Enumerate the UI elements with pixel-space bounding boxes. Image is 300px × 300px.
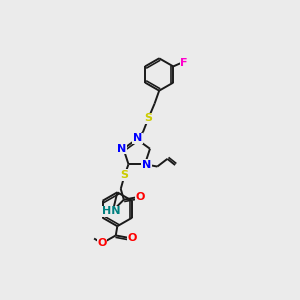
Text: N: N — [142, 160, 151, 170]
Text: O: O — [97, 238, 106, 248]
Text: N: N — [133, 134, 142, 143]
Text: F: F — [180, 58, 188, 68]
Text: O: O — [135, 192, 145, 203]
Text: N: N — [117, 144, 127, 154]
Text: O: O — [128, 233, 137, 243]
Text: S: S — [121, 170, 129, 180]
Text: HN: HN — [102, 206, 121, 216]
Text: S: S — [144, 113, 152, 123]
